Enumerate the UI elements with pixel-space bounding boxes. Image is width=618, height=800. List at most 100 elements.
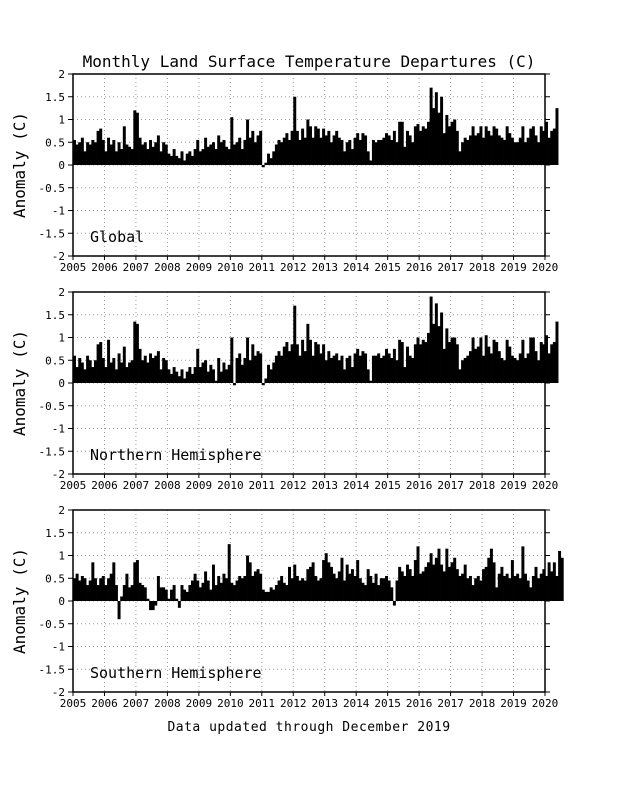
y-tick-label: 1 — [58, 114, 65, 127]
data-bar — [531, 337, 535, 383]
data-bar — [162, 357, 166, 383]
data-bar — [180, 369, 184, 383]
data-bar — [524, 142, 527, 165]
data-bar — [96, 585, 100, 601]
data-bar — [542, 344, 546, 383]
data-bar — [327, 351, 331, 383]
data-bar — [138, 348, 142, 384]
panel-label: Southern Hemisphere — [90, 664, 262, 682]
data-bar — [133, 110, 137, 165]
data-bar — [371, 582, 375, 601]
x-tick-label: 2017 — [437, 261, 464, 274]
data-bar — [122, 346, 126, 383]
data-bar — [542, 569, 546, 601]
data-bar — [183, 378, 187, 383]
data-bar — [143, 587, 147, 601]
data-bar — [518, 137, 522, 165]
data-bar — [240, 149, 244, 165]
data-bar — [413, 126, 417, 165]
data-bar — [458, 151, 462, 165]
x-tick-label: 2008 — [154, 261, 181, 274]
data-bar — [413, 560, 417, 601]
data-bar — [374, 355, 378, 383]
data-bar — [282, 137, 286, 165]
data-bar — [193, 573, 197, 601]
data-bar — [235, 580, 239, 601]
y-tick-label: -0.5 — [39, 400, 66, 413]
data-bar — [529, 337, 533, 383]
data-bar — [437, 548, 441, 601]
data-bar — [382, 137, 386, 165]
data-bar — [170, 589, 173, 602]
data-bar — [526, 580, 530, 601]
data-bar — [78, 580, 82, 601]
data-bar — [358, 578, 362, 601]
data-bar — [225, 146, 229, 165]
data-bar — [86, 142, 90, 165]
data-bar — [324, 553, 328, 601]
x-tick-label: 2015 — [374, 261, 401, 274]
data-bar — [348, 355, 352, 383]
data-bar — [222, 362, 226, 383]
data-bar — [154, 355, 158, 383]
data-bar — [201, 362, 205, 383]
data-bar — [298, 355, 302, 383]
data-bar — [232, 383, 236, 386]
data-bar — [400, 342, 404, 383]
data-bar — [366, 569, 370, 601]
data-bar — [290, 344, 294, 383]
data-bar — [128, 362, 132, 383]
data-bar — [550, 571, 554, 601]
data-bar — [164, 360, 168, 383]
x-tick-label: 2014 — [343, 697, 370, 710]
data-bar — [421, 339, 425, 383]
data-bar — [411, 142, 415, 165]
x-tick-label: 2015 — [374, 479, 401, 492]
data-bar — [75, 573, 79, 601]
data-bar — [198, 367, 202, 383]
data-bar — [253, 142, 257, 165]
x-tick-label: 2011 — [249, 261, 276, 274]
data-bar — [332, 135, 336, 165]
data-bar — [246, 337, 250, 383]
data-bar — [188, 585, 192, 601]
data-bar — [117, 142, 121, 165]
data-bar — [327, 130, 331, 166]
data-bar — [406, 564, 409, 601]
data-bar — [311, 137, 315, 165]
x-tick-label: 2016 — [406, 697, 433, 710]
data-bar — [516, 360, 520, 383]
data-bar — [282, 582, 286, 601]
data-bar — [505, 339, 509, 383]
data-bar — [83, 578, 87, 601]
data-bar — [392, 601, 396, 606]
x-tick-label: 2009 — [186, 261, 213, 274]
data-bar — [466, 355, 470, 383]
data-bar — [114, 151, 118, 165]
data-bar — [128, 146, 132, 165]
data-bar — [240, 578, 244, 601]
data-bar — [183, 160, 187, 165]
data-bar — [445, 328, 449, 383]
chart-title: Monthly Land Surface Temperature Departu… — [83, 52, 536, 71]
data-bar — [366, 151, 370, 165]
data-bar — [248, 360, 252, 383]
data-bar — [246, 119, 250, 165]
data-bar — [264, 378, 268, 383]
y-axis-label: Anomaly (C) — [10, 330, 29, 436]
data-bar — [529, 128, 533, 165]
data-bar — [382, 355, 386, 383]
data-bar — [434, 303, 438, 384]
data-bar — [316, 128, 320, 165]
data-bar — [277, 351, 281, 383]
data-bar — [204, 571, 208, 601]
data-bar — [361, 582, 365, 601]
data-bar — [353, 353, 357, 383]
data-bar — [204, 137, 208, 165]
data-bar — [345, 357, 349, 383]
data-bar — [125, 367, 129, 383]
data-bar — [88, 580, 92, 601]
data-bar — [227, 149, 231, 165]
data-bar — [280, 575, 284, 601]
data-bar — [251, 130, 255, 166]
